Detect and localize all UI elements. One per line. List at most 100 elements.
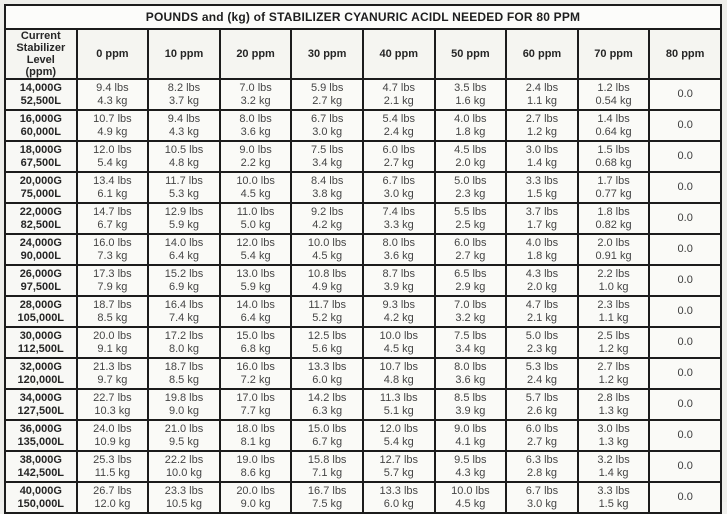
gallons-value: 40,000G	[19, 484, 62, 497]
kg-value: 3.8 kg	[312, 187, 343, 200]
kg-value: 2.5 kg	[455, 218, 486, 231]
kg-value: 1.5 kg	[598, 497, 629, 510]
kg-value: 0.91 kg	[595, 249, 632, 262]
dose-cell: 17.3 lbs 7.9 kg	[75, 264, 150, 297]
zero-dose-cell: 0.0	[648, 450, 722, 483]
kg-value: 6.7 kg	[312, 435, 343, 448]
lbs-value: 12.0 lbs	[93, 143, 132, 156]
stabilizer-dosing-table: POUNDS and (kg) of STABILIZER CYANURIC A…	[4, 4, 722, 514]
dose-cell: 1.7 lbs 0.77 kg	[576, 171, 651, 204]
kg-value: 6.4 kg	[240, 311, 271, 324]
dose-cell: 13.4 lbs 6.1 kg	[75, 171, 150, 204]
lbs-value: 9.4 lbs	[167, 112, 201, 125]
dose-cell: 20.0 lbs 9.1 kg	[75, 326, 150, 359]
dose-cell: 6.5 lbs 2.9 kg	[433, 264, 508, 297]
kg-value: 11.5 kg	[94, 466, 131, 479]
lbs-value: 10.5 lbs	[164, 143, 204, 156]
dose-cell: 14.7 lbs 6.7 kg	[75, 202, 150, 235]
lbs-value: 3.3 lbs	[525, 174, 559, 187]
pool-volume-label: 32,000G 120,000L	[4, 357, 78, 390]
dose-cell: 3.3 lbs 1.5 kg	[576, 481, 651, 514]
lbs-value: 1.8 lbs	[597, 205, 630, 218]
lbs-value: 6.0 lbs	[454, 236, 487, 249]
lbs-value: 1.5 lbs	[597, 143, 630, 156]
kg-value: 4.3 kg	[455, 466, 486, 479]
table-title: POUNDS and (kg) of STABILIZER CYANURIC A…	[4, 4, 722, 30]
zero-dose-cell: 0.0	[648, 78, 722, 111]
gallons-value: 26,000G	[19, 267, 62, 280]
stabilizer-dosing-page: POUNDS and (kg) of STABILIZER CYANURIC A…	[4, 4, 722, 514]
dose-cell: 1.4 lbs 0.64 kg	[576, 109, 651, 142]
lbs-value: 19.8 lbs	[164, 391, 204, 404]
kg-value: 8.5 kg	[169, 373, 199, 386]
kg-value: 3.7 kg	[169, 94, 199, 107]
lbs-value: 3.5 lbs	[454, 81, 487, 94]
dose-cell: 5.7 lbs 2.6 kg	[505, 388, 579, 421]
dose-cell: 10.7 lbs 4.9 kg	[75, 109, 150, 142]
table-row: 26,000G 97,500L 17.3 lbs 7.9 kg 15.2 lbs 6.9 …	[4, 264, 722, 297]
table-row: 40,000G 150,000L 26.7 lbs 12.0 kg 23.3 lbs 10…	[4, 481, 722, 514]
zero-dose-cell: 0.0	[648, 419, 722, 452]
dose-cell: 10.0 lbs 4.5 kg	[218, 171, 293, 204]
dose-cell: 2.2 lbs 1.0 kg	[576, 264, 651, 297]
table-row: 16,000G 60,000L 10.7 lbs 4.9 kg 9.4 lbs 4.3 k…	[4, 109, 722, 142]
dose-cell: 1.2 lbs 0.54 kg	[576, 78, 651, 111]
dose-cell: 16.7 lbs 7.5 kg	[290, 481, 364, 514]
dose-cell: 8.0 lbs 3.6 kg	[218, 109, 293, 142]
lbs-value: 16.0 lbs	[236, 360, 275, 373]
kg-value: 1.6 kg	[455, 94, 486, 107]
pool-volume-label: 30,000G 112,500L	[4, 326, 78, 359]
kg-value: 1.5 kg	[526, 187, 557, 200]
kg-value: 9.0 kg	[169, 404, 199, 417]
dose-cell: 15.8 lbs 7.1 kg	[290, 450, 364, 483]
dose-cell: 12.5 lbs 5.6 kg	[290, 326, 364, 359]
dose-cell: 17.2 lbs 8.0 kg	[147, 326, 221, 359]
pool-volume-label: 18,000G 67,500L	[4, 140, 78, 173]
kg-value: 4.9 kg	[97, 125, 128, 138]
dose-cell: 25.3 lbs 11.5 kg	[75, 450, 150, 483]
dose-cell: 10.5 lbs 4.8 kg	[147, 140, 221, 173]
kg-value: 3.9 kg	[383, 280, 414, 293]
kg-value: 3.0 kg	[526, 497, 557, 510]
kg-value: 3.4 kg	[312, 156, 343, 169]
kg-value: 6.7 kg	[97, 218, 128, 231]
dose-cell: 9.4 lbs 4.3 kg	[75, 78, 150, 111]
table-row: 18,000G 67,500L 12.0 lbs 5.4 kg 10.5 lbs 4.8 …	[4, 140, 722, 173]
pool-volume-label: 28,000G 105,000L	[4, 295, 78, 328]
lbs-value: 14.0 lbs	[164, 236, 204, 249]
kg-value: 0.68 kg	[595, 156, 632, 169]
lbs-value: 3.2 lbs	[597, 453, 630, 466]
kg-value: 6.1 kg	[97, 187, 128, 200]
kg-value: 3.0 kg	[383, 187, 414, 200]
kg-value: 6.8 kg	[240, 342, 271, 355]
kg-value: 0.54 kg	[595, 94, 632, 107]
kg-value: 1.2 kg	[598, 342, 629, 355]
kg-value: 2.4 kg	[526, 373, 557, 386]
gallons-value: 16,000G	[19, 112, 62, 125]
lbs-value: 10.8 lbs	[307, 267, 347, 280]
kg-value: 1.4 kg	[526, 156, 557, 169]
lbs-value: 16.7 lbs	[307, 484, 347, 497]
dose-cell: 12.0 lbs 5.4 kg	[218, 233, 293, 266]
lbs-value: 8.7 lbs	[382, 267, 415, 280]
kg-value: 1.3 kg	[598, 404, 629, 417]
lbs-value: 10.7 lbs	[379, 360, 419, 373]
zero-dose-cell: 0.0	[648, 202, 722, 235]
kg-value: 1.1 kg	[598, 311, 629, 324]
gallons-value: 32,000G	[19, 360, 62, 373]
lbs-value: 6.7 lbs	[382, 174, 415, 187]
dose-cell: 6.0 lbs 2.7 kg	[433, 233, 508, 266]
gallons-value: 24,000G	[19, 236, 62, 249]
liters-value: 112,500L	[17, 342, 64, 355]
liters-value: 97,500L	[20, 280, 61, 293]
kg-value: 5.4 kg	[383, 435, 414, 448]
dose-cell: 10.0 lbs 4.5 kg	[433, 481, 508, 514]
kg-value: 3.0 kg	[312, 125, 343, 138]
dose-cell: 19.0 lbs 8.6 kg	[218, 450, 293, 483]
lbs-value: 7.4 lbs	[382, 205, 415, 218]
gallons-value: 38,000G	[19, 453, 62, 466]
dose-cell: 2.3 lbs 1.1 kg	[576, 295, 651, 328]
dose-cell: 14.0 lbs 6.4 kg	[147, 233, 221, 266]
dose-cell: 5.4 lbs 2.4 kg	[361, 109, 436, 142]
dose-cell: 4.0 lbs 1.8 kg	[433, 109, 508, 142]
